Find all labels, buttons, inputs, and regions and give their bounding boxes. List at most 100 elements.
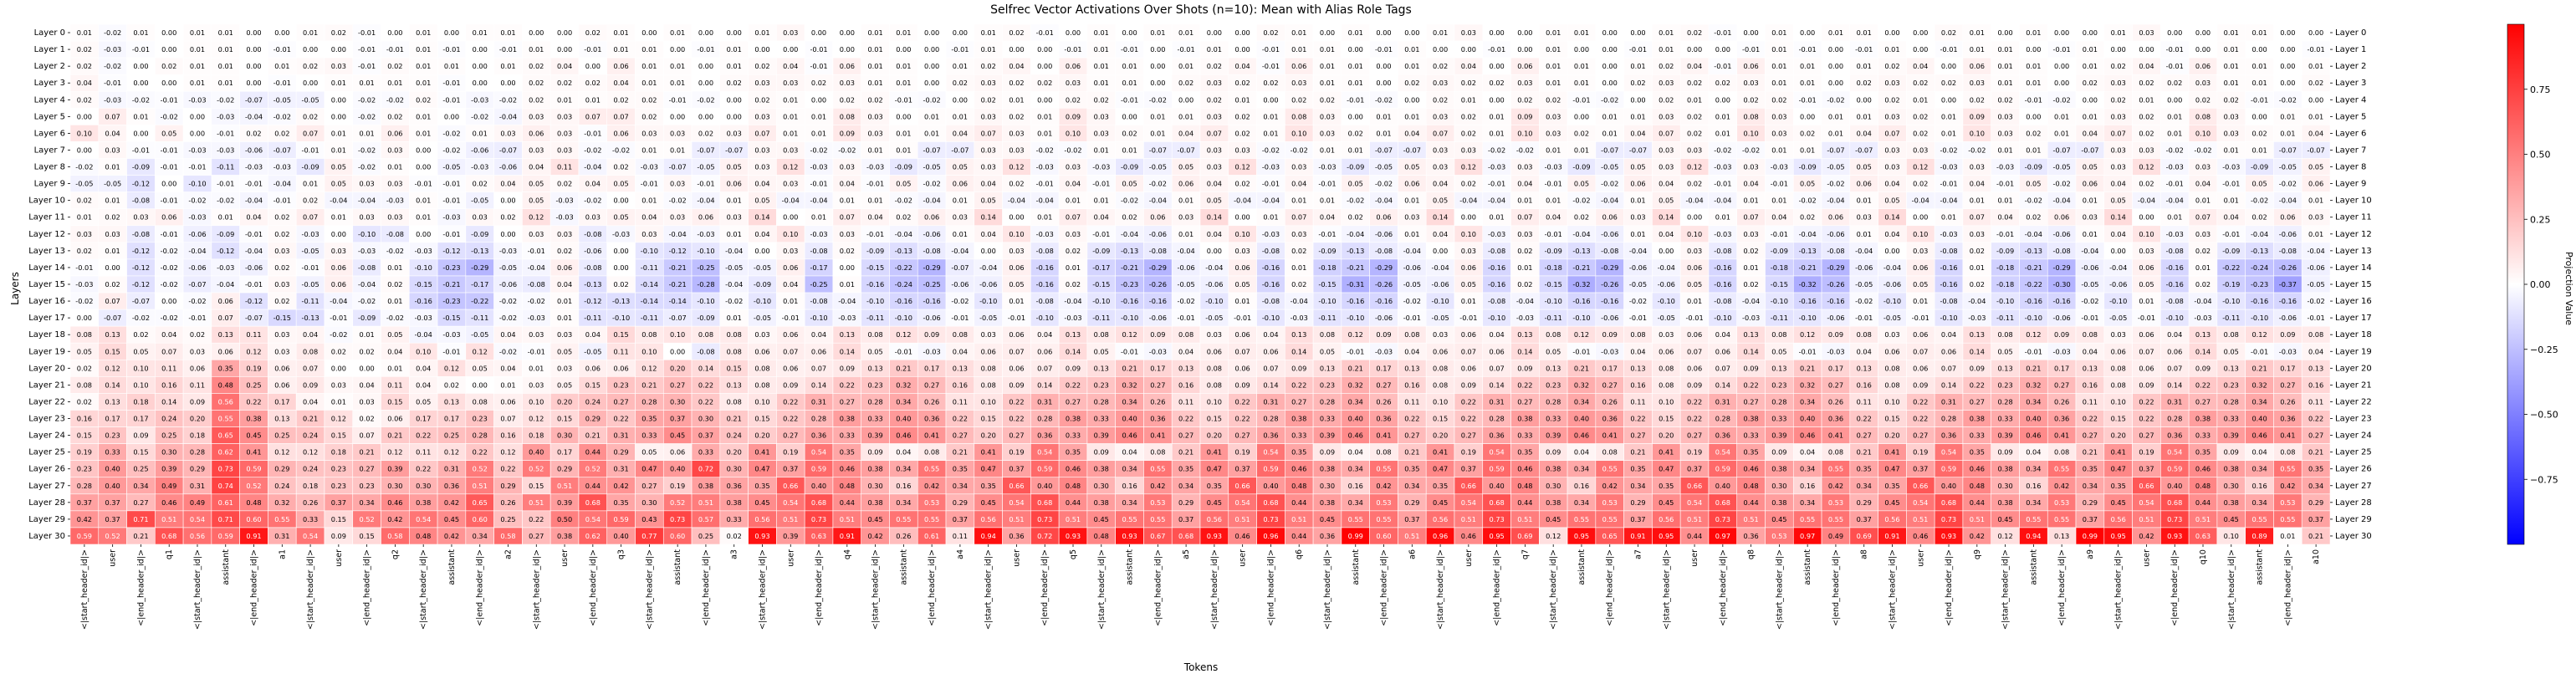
cell-value-label: 0.04 [1263,330,1278,339]
cell-value-label: 0.33 [1094,415,1109,423]
cell-value-label: 0.13 [274,415,289,423]
cell-value-label: 0.07 [1884,129,1899,137]
cell-value-label: -0.09 [471,230,488,238]
cell-value-label: 0.40 [811,482,826,490]
cell-value-label: 0.01 [331,397,346,406]
cell-value-label: -0.16 [2166,263,2184,272]
cell-value-label: -0.02 [499,347,517,355]
cell-value-label: 0.03 [783,28,798,37]
cell-value-label: 0.01 [2054,112,2069,120]
cell-value-label: 0.02 [331,28,346,37]
cell-value-label: 0.01 [783,95,798,104]
cell-value-label: 0.22 [1009,415,1024,423]
cell-value-label: 0.42 [1602,482,1618,490]
cell-value-label: 0.03 [1884,163,1899,171]
cell-value-label: 0.00 [2026,112,2041,120]
cell-value-label: 0.17 [133,415,148,423]
cell-value-label: -0.02 [499,95,517,104]
cell-value-label: 0.26 [896,532,911,540]
cell-value-label: 0.31 [1490,397,1505,406]
cell-value-label: 0.02 [840,247,855,255]
cell-value-label: 0.55 [2026,515,2041,523]
cell-value-label: 0.09 [1320,448,1335,457]
cell-value-label: 0.00 [246,62,261,70]
cell-value-label: 0.00 [670,347,685,355]
cell-value-label: -0.08 [2279,247,2297,255]
cell-value-label: 0.95 [1490,532,1505,540]
cell-value-label: -0.09 [132,163,150,171]
cell-value-label: -0.08 [358,263,376,272]
cell-value-label: 0.09 [1546,448,1561,457]
cell-value-label: 0.01 [1094,45,1109,54]
cell-value-label: -0.01 [895,347,912,355]
cell-value-label: 0.06 [1009,330,1024,339]
cell-value-label: -0.01 [132,146,150,154]
cell-value-label: 0.52 [670,498,685,507]
cell-value-label: 0.08 [303,347,318,355]
cell-value-label: -0.16 [1488,280,1505,288]
cell-value-label: 0.35 [981,482,996,490]
cell-value-label: 0.01 [2083,62,2098,70]
cell-value-label: 0.37 [1913,465,1928,473]
cell-value-label: 0.35 [1207,482,1222,490]
cell-value-label: 0.06 [190,364,205,372]
cell-value-label: 0.55 [1828,465,1843,473]
cell-value-label: -0.02 [1827,180,1844,188]
cell-value-label: 0.00 [1150,62,1165,70]
cell-value-label: -0.02 [499,297,517,305]
cell-value-label: 0.02 [1404,79,1419,87]
cell-value-label: 0.03 [1743,230,1758,238]
cell-value-label: -0.09 [2025,163,2042,171]
cell-value-label: 0.00 [1150,45,1165,54]
cell-value-label: 0.02 [1715,79,1730,87]
cell-value-label: 0.00 [670,45,685,54]
cell-value-label: 0.37 [953,515,968,523]
cell-value-label: 0.02 [500,213,515,222]
cell-value-label: 0.38 [557,532,572,540]
cell-value-label: 0.01 [1997,146,2012,154]
cell-value-label: 0.08 [1207,380,1222,389]
cell-value-label: 0.03 [1659,330,1674,339]
cell-value-label: 0.36 [1828,415,1843,423]
cell-value-label: 0.01 [1913,95,1928,104]
cell-value-label: 0.49 [161,482,176,490]
cell-value-label: -0.10 [1121,314,1138,322]
cell-value-label: 0.01 [190,79,205,87]
cell-value-label: 0.09 [1461,380,1476,389]
cell-value-label: -0.04 [1036,197,1054,205]
cell-value-label: -0.02 [132,314,150,322]
cell-value-label: -0.01 [1064,45,1081,54]
cell-value-label: 0.10 [1066,129,1081,137]
cell-value-label: -0.09 [895,163,912,171]
cell-value-label: 0.04 [2111,180,2126,188]
cell-value-label: 0.41 [1207,448,1222,457]
cell-value-label: -0.16 [1714,263,1731,272]
cell-value-label: 0.12 [473,347,488,355]
cell-value-label: 0.03 [727,213,742,222]
cell-value-label: 0.12 [1997,532,2012,540]
cell-value-label: -0.21 [669,263,687,272]
cell-value-label: -0.01 [1545,230,1562,238]
cell-value-label: 0.01 [1771,45,1786,54]
cell-value-label: -0.05 [979,314,997,322]
cell-value-label: -0.02 [386,314,404,322]
cell-value-label: 0.05 [1207,197,1222,205]
cell-value-label: -0.03 [1601,347,1618,355]
cell-value-label: 0.50 [557,515,572,523]
cell-value-label: 0.22 [1461,397,1476,406]
cell-value-label: -0.01 [1318,230,1336,238]
cell-value-label: 0.09 [1517,364,1532,372]
cell-value-label: 0.01 [218,79,233,87]
cell-value-label: -0.04 [2194,297,2211,305]
cell-value-label: 0.09 [1602,330,1618,339]
cell-value-label: -0.07 [951,263,969,272]
cell-value-label: -0.05 [1883,314,1901,322]
cell-value-label: 0.03 [867,112,882,120]
cell-value-label: 0.03 [387,180,402,188]
cell-value-label: 0.46 [1291,465,1306,473]
cell-value-label: 0.16 [1857,380,1872,389]
cell-value-label: 0.07 [1490,364,1505,372]
cell-value-label: 0.03 [1433,330,1448,339]
cell-value-label: 0.55 [1602,515,1618,523]
cell-value-label: -0.16 [2279,297,2297,305]
